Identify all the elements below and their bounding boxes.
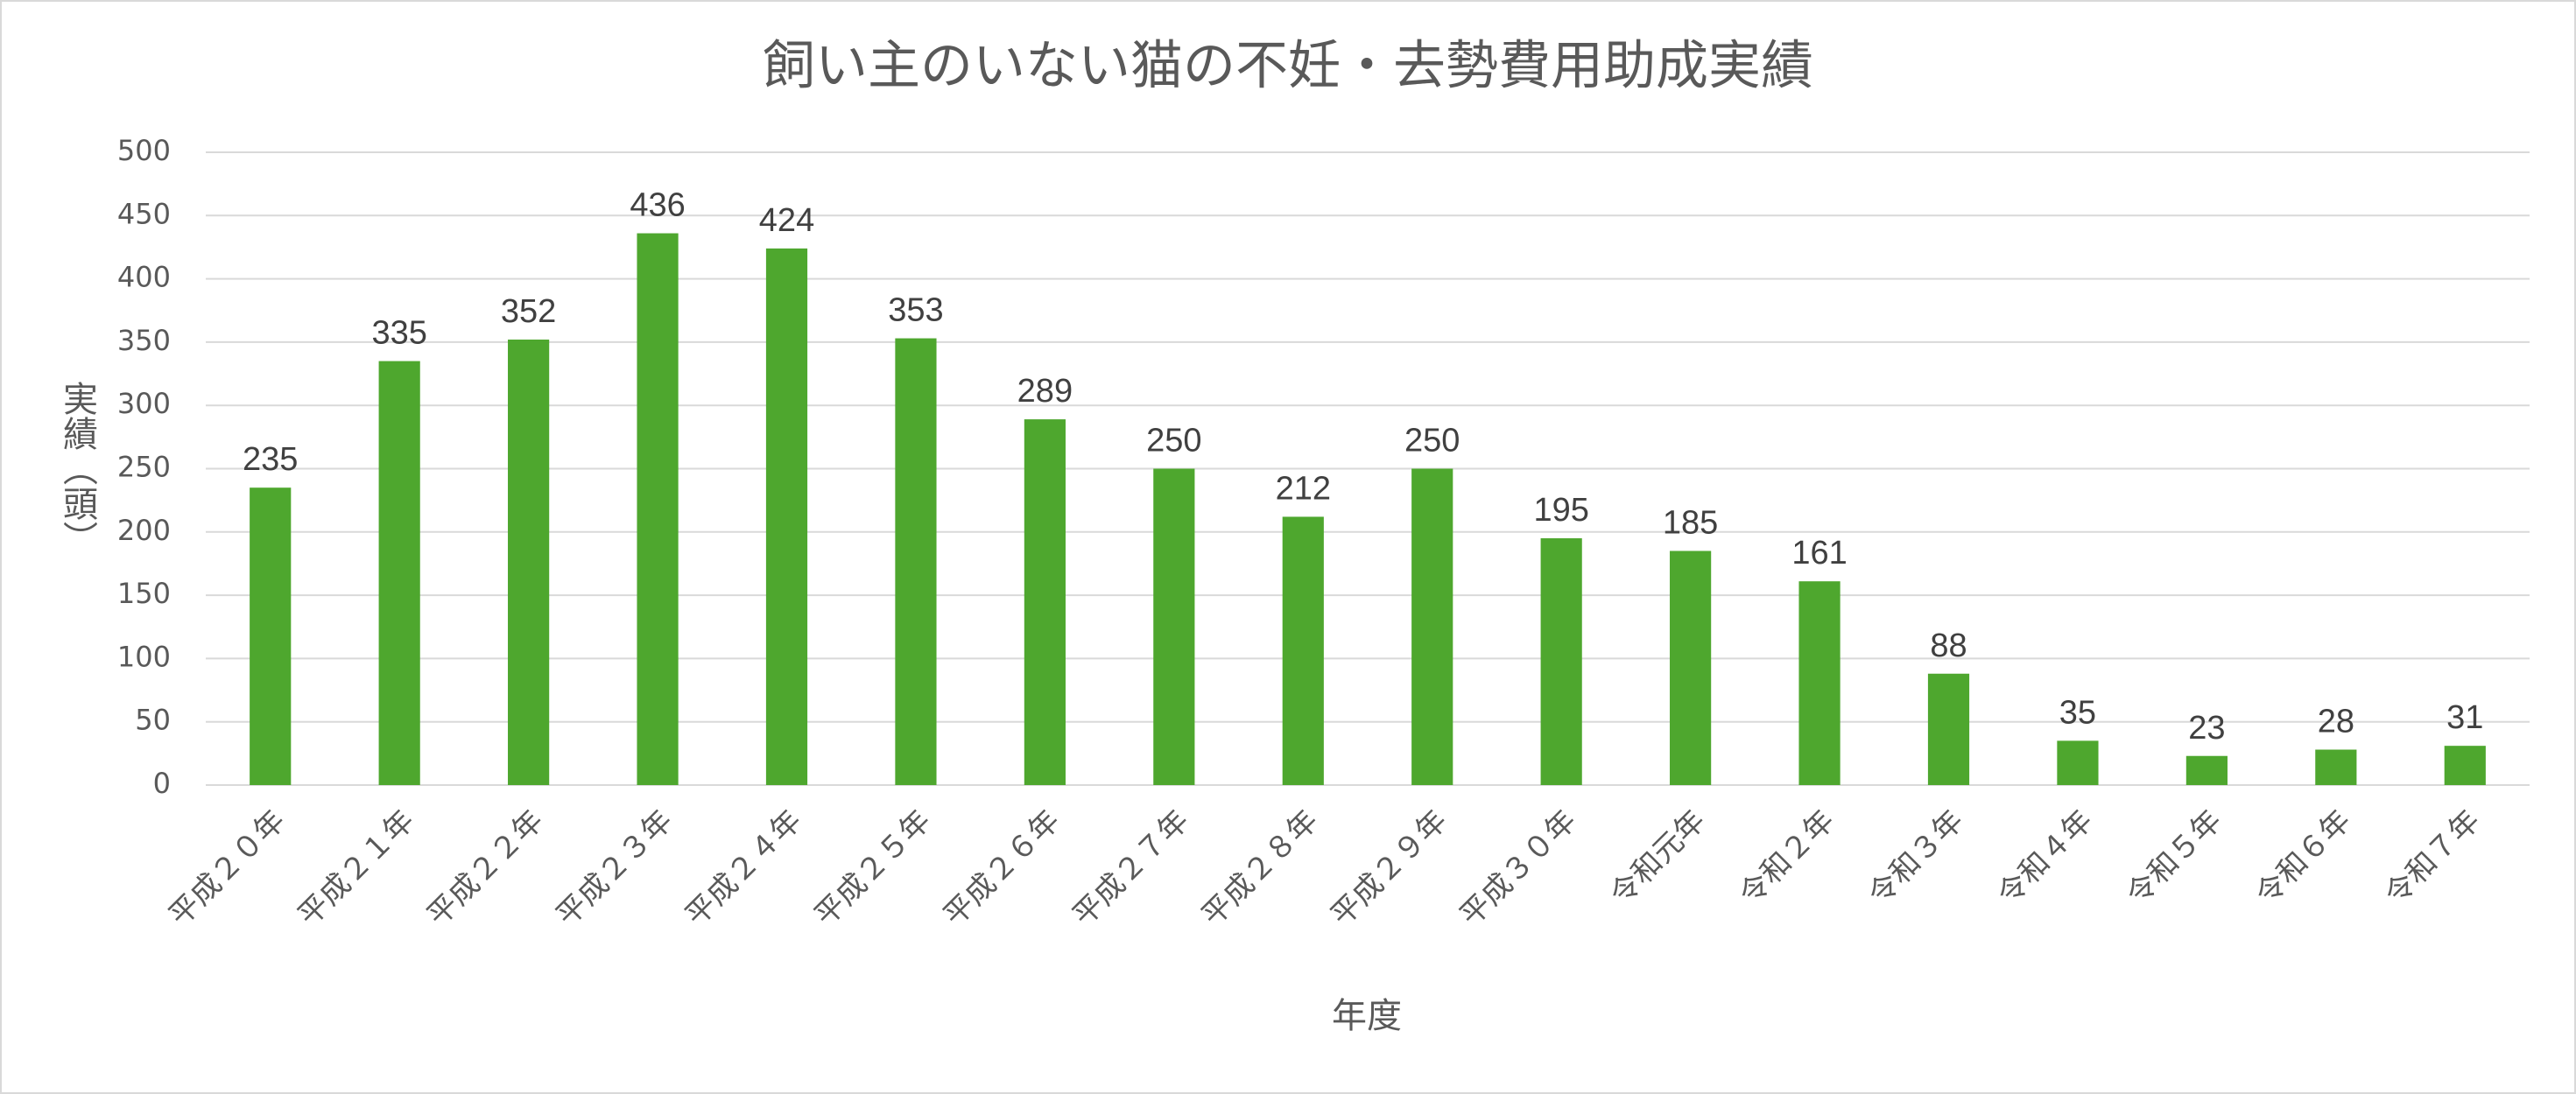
y-tick-label: 400 [117,261,171,294]
data-label: 353 [888,292,943,329]
data-label: 250 [1146,423,1201,459]
data-label: 35 [2059,694,2096,731]
data-label: 424 [759,202,814,239]
data-label: 289 [1017,373,1073,410]
data-label: 195 [1533,492,1588,529]
y-tick-label: 300 [117,387,171,420]
y-tick-label: 250 [117,451,171,484]
bar [765,248,808,785]
x-axis-label: 年度 [1332,996,1402,1036]
chart-title: 飼い主のいない猫の不妊・去勢費用助成実績 [763,36,1813,97]
y-tick-label: 150 [117,577,171,610]
bar [2185,755,2228,785]
data-label: 250 [1404,423,1460,459]
bar [637,233,679,785]
bar [2444,746,2486,785]
bar [378,361,420,785]
bar [1670,551,1712,785]
y-tick-label: 450 [117,197,171,230]
data-label: 212 [1276,470,1331,507]
bar [1411,468,1453,785]
y-tick-label: 200 [117,514,171,547]
y-axis-label: 実績（頭） [57,381,98,556]
y-tick-label: 100 [117,640,171,673]
data-label: 436 [630,187,685,224]
data-label: 352 [501,293,556,330]
bar [508,340,550,785]
bar [1153,468,1195,785]
data-label: 88 [1930,628,1967,664]
bar [250,487,292,785]
y-tick-label: 350 [117,324,171,357]
data-label: 23 [2188,710,2225,747]
data-label: 28 [2318,704,2354,740]
data-label: 235 [243,441,298,478]
bar [1798,581,1841,785]
bar [2315,749,2357,785]
bar [2057,740,2099,785]
y-tick-label: 50 [135,704,171,737]
data-label: 161 [1791,535,1847,572]
bar [1540,538,1582,785]
y-tick-label: 0 [153,767,171,800]
bar [1024,419,1066,785]
data-label: 185 [1663,505,1718,542]
y-tick-label: 500 [117,134,171,167]
data-label: 335 [371,315,426,352]
bar [895,338,937,785]
data-label: 31 [2446,699,2483,736]
bar [1927,673,1970,785]
bar [1282,516,1324,785]
